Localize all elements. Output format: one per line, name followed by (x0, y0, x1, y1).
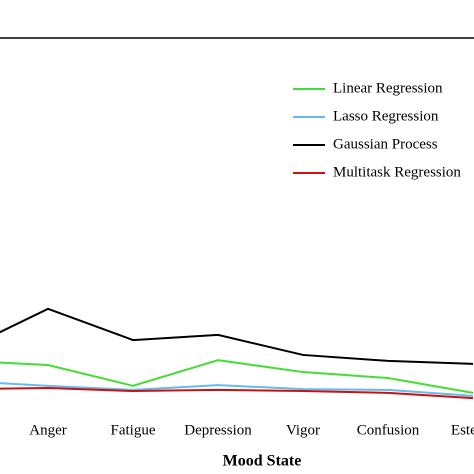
legend-label: Multitask Regression (333, 164, 461, 180)
series-line (0, 359, 474, 394)
x-axis-label: Mood State (223, 453, 302, 470)
x-tick-label: Depression (184, 422, 252, 438)
series-line (0, 307, 474, 365)
legend-label: Lasso Regression (333, 108, 439, 124)
x-tick-label: Fatigue (111, 422, 156, 438)
legend-label: Gaussian Process (333, 136, 438, 152)
x-tick-label: Anger (29, 422, 67, 438)
legend-label: Linear Regression (333, 80, 443, 96)
x-tick-label: Esteem (451, 422, 474, 438)
x-tick-label: Confusion (357, 422, 420, 438)
x-tick-label: Vigor (286, 422, 320, 438)
series-line (0, 382, 474, 397)
series-line (0, 387, 474, 400)
